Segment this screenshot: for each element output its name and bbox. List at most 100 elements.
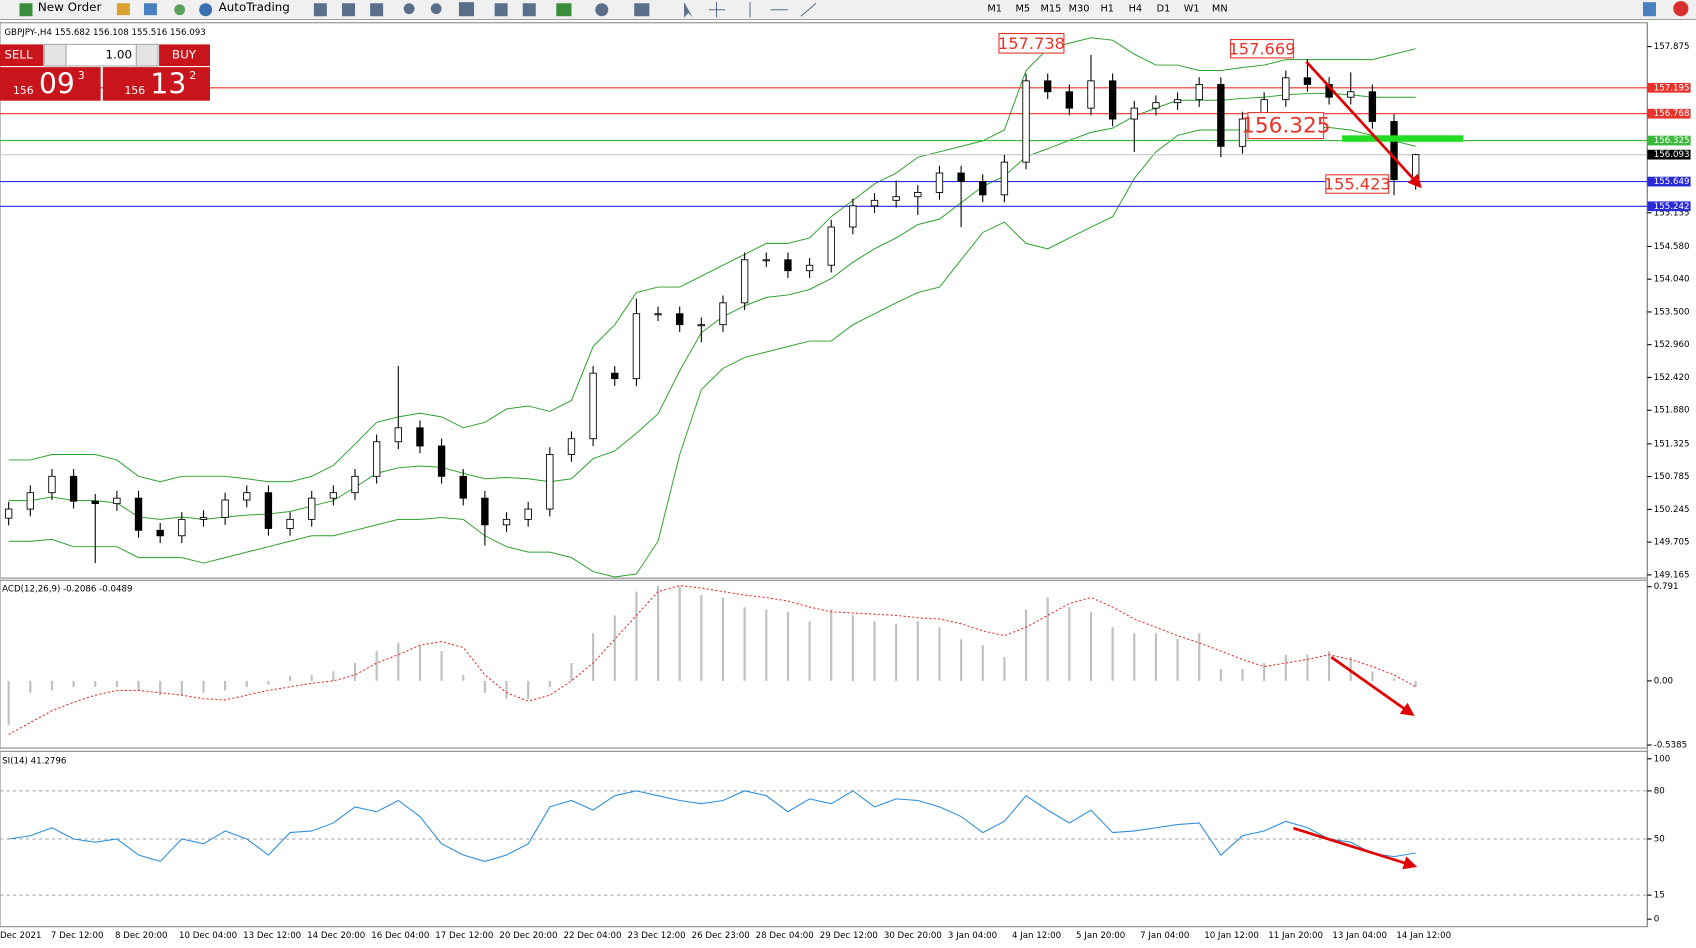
candle-body <box>308 497 316 520</box>
timeframe-button[interactable]: MN <box>1212 4 1228 15</box>
candle-body <box>91 500 99 505</box>
crosshair-tool[interactable] <box>708 2 726 18</box>
macd-bar <box>440 651 443 681</box>
line-tools[interactable] <box>749 2 817 18</box>
candle-body <box>1173 99 1182 104</box>
buy-button[interactable] <box>159 44 210 67</box>
candle-body <box>221 499 229 518</box>
toolbar-icon[interactable] <box>342 3 356 17</box>
candle-body <box>134 497 143 531</box>
timeframe-button[interactable]: H4 <box>1129 4 1143 15</box>
macd-bar <box>1263 663 1266 681</box>
x-tick-label: 22 Dec 04:00 <box>563 931 621 941</box>
zoom-out[interactable] <box>430 3 442 15</box>
candle-body <box>1282 77 1290 101</box>
macd-bar <box>50 680 54 691</box>
trade-panel: SELL 1.00 BUY 156 09 3 156 13 2 <box>0 43 210 101</box>
auto-trading-button[interactable]: AutoTrading <box>219 0 290 14</box>
y-tick-label: 151.325 <box>1654 439 1690 449</box>
macd-bar <box>505 680 508 699</box>
toolbar: New Order AutoTrading M1 M5 M15 M30 H1 H4 D1 W1… <box>0 0 1696 21</box>
candle-body <box>805 264 814 272</box>
toolbar-icon[interactable] <box>370 3 384 17</box>
new-order-icon[interactable] <box>19 3 33 17</box>
toolbar-icon[interactable] <box>143 3 157 16</box>
candle-body <box>178 518 186 537</box>
macd-panel <box>0 579 1648 749</box>
candle-body <box>329 492 338 499</box>
macd-bar <box>678 585 681 681</box>
macd-bar <box>462 674 465 681</box>
rsi-title: SI(14) 41.2796 <box>2 757 66 767</box>
candle-body <box>481 497 489 526</box>
x-tick-label: 30 Dec 20:00 <box>884 931 942 941</box>
macd-bar <box>1089 611 1093 681</box>
x-tick-label: 13 Jan 04:00 <box>1332 931 1387 941</box>
sell-price[interactable] <box>0 67 101 101</box>
search-icon[interactable] <box>1642 2 1656 17</box>
macd-bar <box>916 621 919 681</box>
cursor-tool[interactable] <box>684 2 693 18</box>
auto-trading-icon[interactable] <box>199 3 213 17</box>
macd-bar <box>721 597 725 681</box>
macd-bar <box>180 680 183 696</box>
candle-body <box>827 226 835 266</box>
candle-body <box>437 445 446 477</box>
lot-down[interactable] <box>43 43 67 67</box>
toolbar-icon[interactable] <box>174 4 186 16</box>
candle-body <box>286 518 294 529</box>
timeframe-button[interactable]: M15 <box>1041 4 1062 15</box>
x-tick-label: 20 Dec 20:00 <box>499 931 557 941</box>
toolbar-icon[interactable] <box>634 3 650 17</box>
macd-bar <box>938 627 941 681</box>
toolbar-icon[interactable] <box>595 3 609 17</box>
timeframe-button[interactable]: M1 <box>987 4 1002 15</box>
lot-up[interactable] <box>135 43 159 67</box>
timeframe-button[interactable]: D1 <box>1157 4 1171 15</box>
candle-body <box>784 259 792 272</box>
y-tick-label: 80 <box>1654 786 1665 796</box>
toolbar-bg <box>0 0 1696 20</box>
trend-arrow <box>1292 826 1418 870</box>
x-tick-label: 7 Dec 12:00 <box>51 931 104 941</box>
candle-body <box>870 199 879 207</box>
candle-body <box>546 454 554 510</box>
toolbar-icon[interactable] <box>556 3 572 17</box>
chart-title: GBPJPY-,H4 155.682 156.108 155.516 156.0… <box>4 28 205 38</box>
candle-body <box>1087 80 1095 109</box>
macd-bar <box>1219 668 1222 681</box>
x-tick-label: Dec 2021 <box>0 931 41 941</box>
trend-arrow <box>1330 656 1415 717</box>
x-tick-label: 4 Jan 12:00 <box>1012 931 1061 941</box>
toolbar-icon[interactable] <box>458 2 475 17</box>
timeframe-button[interactable]: M5 <box>1015 4 1030 15</box>
macd-bar <box>224 680 227 691</box>
y-tick-label: 152.960 <box>1654 340 1690 350</box>
timeframe-button[interactable]: H1 <box>1100 4 1114 15</box>
annotation-box <box>998 33 1065 54</box>
timeframe-button[interactable]: M30 <box>1069 4 1090 15</box>
timeframe-button[interactable]: W1 <box>1184 4 1200 15</box>
sell-button[interactable] <box>0 44 44 67</box>
notification-icon[interactable] <box>1673 1 1689 17</box>
y-tick-label: 0.00 <box>1654 676 1673 686</box>
toolbar-icon[interactable] <box>522 3 536 17</box>
price-level-tag <box>1647 201 1691 212</box>
candle-body <box>1152 102 1160 109</box>
zoom-in[interactable] <box>403 3 415 15</box>
candle-body <box>762 259 770 262</box>
candle-body <box>632 313 641 380</box>
toolbar-icon[interactable] <box>313 3 327 17</box>
highlight-zone <box>1342 135 1464 142</box>
x-tick-label: 7 Jan 04:00 <box>1140 931 1189 941</box>
toolbar-icon[interactable] <box>494 3 508 17</box>
last-price-tag <box>1647 149 1691 160</box>
toolbar-icon[interactable] <box>116 3 130 16</box>
macd-bar <box>808 621 811 681</box>
sell-price-frac: 3 <box>78 69 85 82</box>
new-order-button[interactable]: New Order <box>38 0 102 14</box>
candle-body <box>1044 80 1052 93</box>
buy-price[interactable] <box>102 67 210 101</box>
macd-bar <box>1371 671 1374 681</box>
